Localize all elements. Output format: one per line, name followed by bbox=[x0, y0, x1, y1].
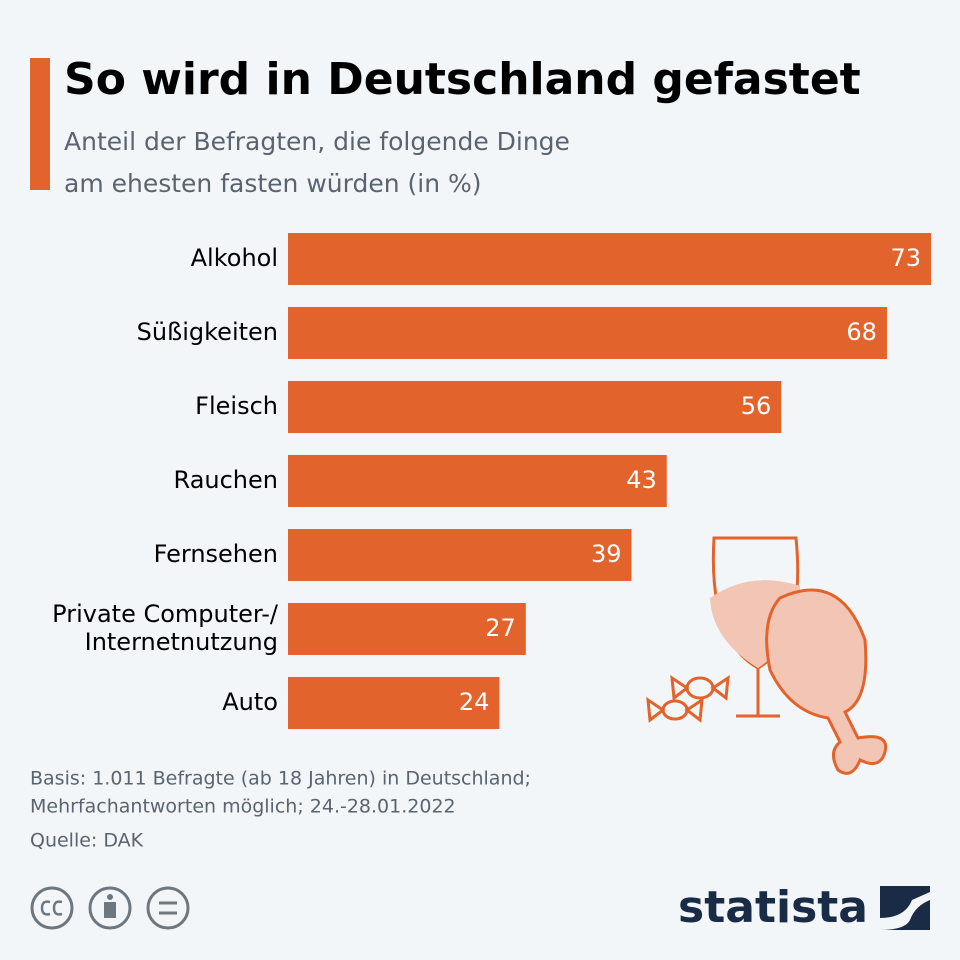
category-label: Fernsehen bbox=[154, 540, 278, 568]
category-label: Fleisch bbox=[195, 392, 278, 420]
source: Quelle: DAK bbox=[30, 830, 144, 852]
bar bbox=[288, 381, 782, 433]
value-label: 39 bbox=[591, 540, 622, 568]
value-label: 73 bbox=[890, 244, 921, 272]
bar bbox=[288, 529, 632, 581]
brand-mark bbox=[880, 886, 930, 930]
category-label: Private Computer-/Internetnutzung bbox=[52, 600, 279, 656]
category-label: Auto bbox=[222, 688, 278, 716]
value-label: 24 bbox=[459, 688, 490, 716]
value-label: 27 bbox=[485, 614, 516, 642]
category-label: Alkohol bbox=[191, 244, 278, 272]
subtitle: Anteil der Befragten, die folgende Dinge bbox=[64, 127, 570, 156]
chart-title: So wird in Deutschland gefastet bbox=[64, 54, 861, 105]
bar bbox=[288, 603, 526, 655]
note: Mehrfachantworten möglich; 24.-28.01.202… bbox=[30, 796, 456, 818]
bar bbox=[288, 233, 931, 285]
category-label: Rauchen bbox=[174, 466, 278, 494]
illustration bbox=[646, 536, 888, 775]
subtitle: am ehesten fasten würden (in %) bbox=[64, 169, 482, 198]
brand-logo: statista bbox=[678, 882, 868, 933]
license-icons bbox=[30, 886, 190, 930]
value-label: 43 bbox=[626, 466, 657, 494]
bar bbox=[288, 455, 667, 507]
title-accent bbox=[30, 58, 50, 190]
category-label: Süßigkeiten bbox=[137, 318, 278, 346]
value-label: 68 bbox=[846, 318, 877, 346]
value-label: 56 bbox=[741, 392, 772, 420]
note: Basis: 1.011 Befragte (ab 18 Jahren) in … bbox=[30, 768, 531, 790]
bar bbox=[288, 307, 887, 359]
bar bbox=[288, 677, 500, 729]
